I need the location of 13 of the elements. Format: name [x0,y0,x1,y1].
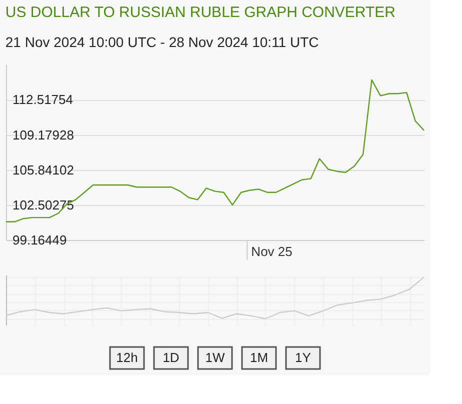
text: 1W [205,350,226,365]
chart-title: US DOLLAR TO RUSSIAN RUBLE GRAPH CONVERTER [5,4,396,21]
text: 12h [116,350,138,365]
text: 1Y [295,350,312,365]
text: 1M [250,350,268,365]
chart-subtitle: 21 Nov 2024 10:00 UTC - 28 Nov 2024 10:11 UTC [5,34,319,50]
y-tick-label: 112.51754 [12,92,73,108]
line-series [5,79,425,222]
text: 1D [162,350,180,365]
y-tick-label: 109.17928 [12,127,74,142]
y-tick-label: 105.84102 [12,162,74,178]
text: Nov 25 [251,244,292,259]
y-tick-label: 99.16449 [12,232,67,248]
